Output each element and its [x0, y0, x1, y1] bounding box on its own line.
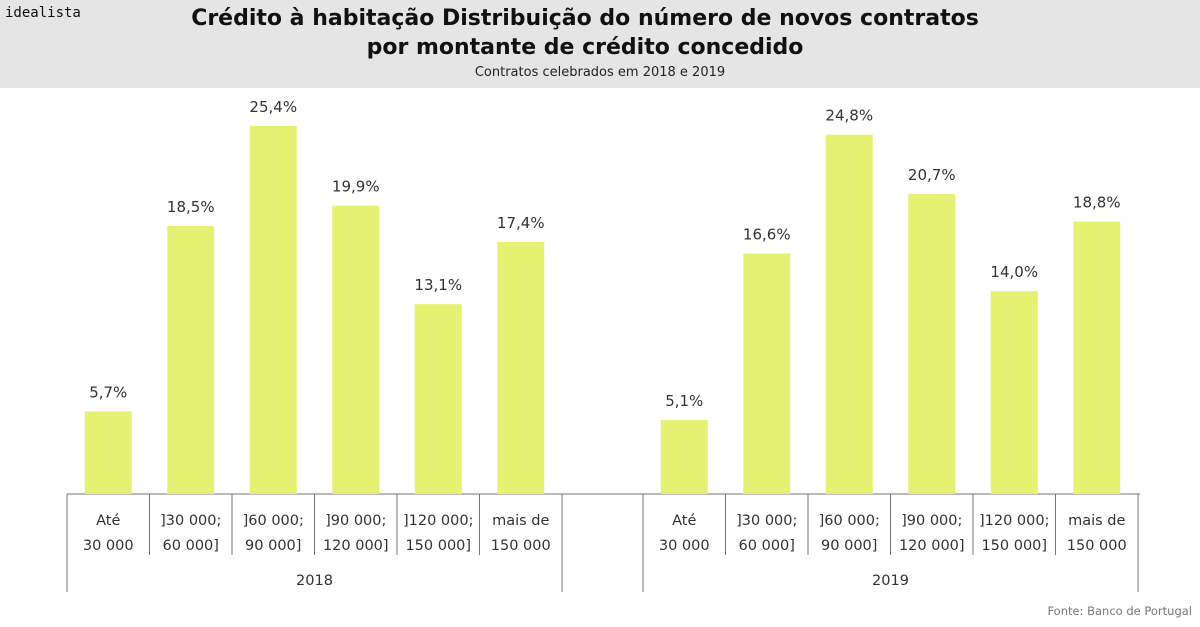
data-label: 13,1% [414, 276, 462, 294]
category-label: mais de [1068, 513, 1125, 529]
group-label-2019: 2019 [872, 573, 909, 589]
category-label: 90 000] [245, 538, 301, 554]
category-label: 30 000 [659, 538, 710, 554]
category-label: 60 000] [163, 538, 219, 554]
category-label: 30 000 [83, 538, 134, 554]
category-label: ]60 000; [243, 513, 304, 529]
bar-2018-2 [249, 125, 297, 494]
data-label: 16,6% [743, 225, 791, 243]
bar-2019-2 [825, 134, 873, 494]
category-label: 150 000] [981, 538, 1047, 554]
data-label: 5,1% [665, 392, 703, 410]
chart-title-line2: por montante de crédito concedido [366, 35, 804, 60]
data-label: 18,5% [167, 198, 215, 216]
group-label-2018: 2018 [296, 573, 333, 589]
data-label: 19,9% [332, 178, 380, 196]
data-label: 18,8% [1073, 194, 1121, 212]
category-label: ]30 000; [736, 513, 797, 529]
bar-2019-5 [1073, 221, 1121, 494]
category-label: Até [96, 513, 120, 529]
data-label: 25,4% [249, 98, 297, 116]
data-label: 20,7% [908, 166, 956, 184]
category-label: 120 000] [323, 538, 389, 554]
bar-2019-4 [990, 291, 1038, 494]
category-label: 150 000 [1067, 538, 1127, 554]
chart-title-line1: Crédito à habitação Distribuição do núme… [191, 6, 979, 31]
data-label: 17,4% [497, 214, 545, 232]
category-label: 150 000] [405, 538, 471, 554]
bar-2018-4 [414, 304, 462, 494]
source-note: Fonte: Banco de Portugal [1047, 604, 1192, 618]
category-label: ]60 000; [819, 513, 880, 529]
bar-2019-1 [743, 253, 791, 494]
bar-2019-3 [908, 194, 956, 494]
category-label: ]90 000; [901, 513, 962, 529]
chart-subtitle: Contratos celebrados em 2018 e 2019 [474, 65, 726, 80]
category-label: Até [672, 513, 696, 529]
category-label: 60 000] [739, 538, 795, 554]
category-label: ]90 000; [325, 513, 386, 529]
category-label: mais de [492, 513, 549, 529]
category-label: ]30 000; [160, 513, 221, 529]
data-label: 5,7% [89, 383, 127, 401]
category-label: 90 000] [821, 538, 877, 554]
idealista-logo: idealista [5, 5, 81, 21]
category-label: 150 000 [491, 538, 551, 554]
bar-2018-0 [84, 411, 132, 494]
category-label: ]120 000; [979, 513, 1050, 529]
data-label: 14,0% [990, 263, 1038, 281]
header: idealista Crédito à habitação Distribuiç… [0, 0, 1200, 88]
data-label: 24,8% [825, 107, 873, 125]
bar-2018-1 [167, 225, 215, 494]
bar-2019-0 [660, 420, 708, 494]
category-label: 120 000] [899, 538, 965, 554]
bar-2018-3 [332, 205, 380, 495]
category-label: ]120 000; [403, 513, 474, 529]
bar-2018-5 [497, 241, 545, 494]
